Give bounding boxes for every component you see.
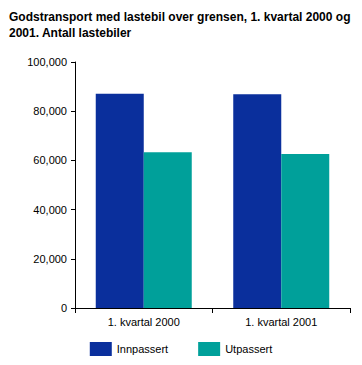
svg-text:80,000: 80,000 [33,105,67,117]
svg-text:1. kvartal 2000: 1. kvartal 2000 [108,316,180,328]
svg-text:40,000: 40,000 [33,204,67,216]
svg-text:60,000: 60,000 [33,154,67,166]
svg-text:Utpassert: Utpassert [225,343,272,355]
svg-text:Godstransport med lastebil ove: Godstransport med lastebil over grensen,… [9,10,354,24]
svg-text:1. kvartal 2001: 1. kvartal 2001 [245,316,317,328]
svg-text:0: 0 [61,302,67,314]
svg-text:2001. Antall lastebiler: 2001. Antall lastebiler [9,26,132,40]
svg-text:100,000: 100,000 [27,56,67,68]
svg-text:Innpassert: Innpassert [117,343,168,355]
svg-text:20,000: 20,000 [33,253,67,265]
